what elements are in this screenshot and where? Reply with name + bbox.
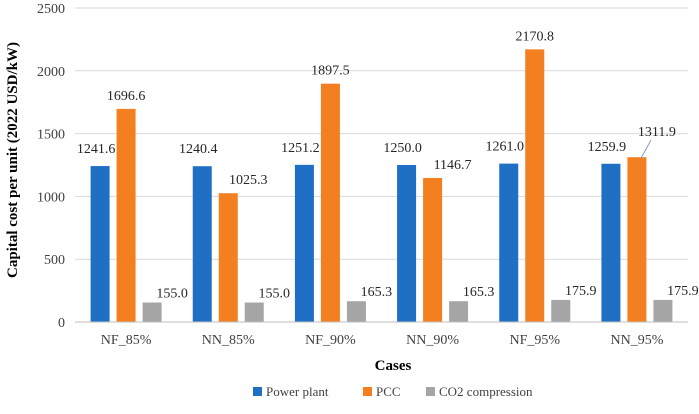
bar-co2-compression [449,301,469,322]
y-tick-label: 1500 [37,128,65,143]
data-label: 175.9 [565,284,597,299]
bar-pcc [525,49,545,322]
x-tick-label: NF_95% [509,333,560,348]
legend-label: Power plant [266,384,329,399]
bar-co2-compression [346,301,366,322]
bar-co2-compression [653,299,673,322]
bar-power-plant [192,166,212,322]
data-label: 1146.7 [434,158,472,173]
legend-swatch [253,387,262,396]
bar-pcc [423,177,443,322]
legend-swatch [426,387,435,396]
data-label: 1696.6 [107,89,146,104]
x-axis-title: Cases [375,358,412,374]
y-tick-label: 2500 [37,2,65,17]
axes: 0 500 1000 1500 2000 2500 NF_85% NN_85% NF_90% NN… [37,2,688,348]
legend-swatch [363,387,372,396]
x-tick-label: NF_85% [101,333,152,348]
data-label: 2170.8 [516,29,555,44]
data-label: 1251.2 [281,141,320,156]
data-label: 1311.9 [638,125,676,140]
data-labels: 1241.6 1696.6 155.0 1240.4 1025.3 155.0 1251.2… [77,29,699,301]
bar-power-plant [90,166,110,322]
bar-pcc [116,108,136,322]
bar-pcc [320,83,340,322]
bar-power-plant [397,165,417,322]
bar-co2-compression [551,299,571,322]
bar-pcc [627,157,647,322]
data-label: 155.0 [156,287,188,302]
data-label: 1025.3 [229,173,268,188]
y-axis-title: Capital cost per unit (2022 USD/kW) [5,42,21,278]
data-label: 165.3 [361,285,393,300]
data-label: 1261.0 [486,140,525,155]
bars [90,49,673,322]
y-tick-label: 1000 [37,190,65,205]
x-tick-label: NF_90% [305,333,356,348]
legend: Power plant PCC CO2 compression [253,384,533,399]
x-tick-label: NN_90% [406,333,459,348]
bar-power-plant [601,163,621,322]
bar-co2-compression [244,302,264,322]
bar-power-plant [499,163,519,322]
data-label: 165.3 [463,285,495,300]
y-tick-label: 500 [44,253,65,268]
data-label: 1897.5 [311,64,350,79]
y-tick-label: 0 [58,316,65,331]
data-label: 1240.4 [179,142,218,157]
legend-label: CO2 compression [439,384,533,399]
grid-lines [75,7,688,260]
x-tick-label: NN_85% [202,333,255,348]
data-label: 1250.0 [383,141,422,156]
data-label: 1241.6 [77,142,116,157]
data-label: 175.9 [667,284,699,299]
data-label: 1259.9 [588,140,627,155]
x-tick-label: NN_95% [610,333,663,348]
bar-power-plant [294,164,314,322]
bar-pcc [218,193,238,322]
legend-label: PCC [376,384,401,399]
data-label: 155.0 [259,287,291,302]
bar-co2-compression [142,302,162,322]
leader-line [640,139,652,159]
y-tick-label: 2000 [37,65,65,80]
